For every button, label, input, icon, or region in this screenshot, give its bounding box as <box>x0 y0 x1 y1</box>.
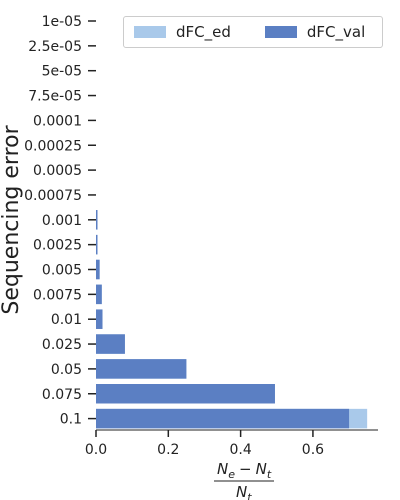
y-tick-label: 0.001 <box>42 213 82 229</box>
legend-swatch-dfc-ed <box>134 26 166 38</box>
y-tick-label: 0.0025 <box>33 238 82 254</box>
y-tick-label: 0.05 <box>51 362 82 378</box>
y-axis-label: Sequencing error <box>0 124 24 314</box>
x-tick-label: 0.6 <box>302 442 324 458</box>
y-tick-label: 0.005 <box>42 263 82 279</box>
bar-dfc-val-0.025 <box>96 334 125 354</box>
y-tick-label: 0.025 <box>42 337 82 353</box>
x-label-num-right-sub: t <box>267 468 272 481</box>
y-tick-label: 5e-05 <box>42 64 82 80</box>
legend-item-dfc-val: dFC_val <box>264 23 366 41</box>
bar-dfc-val-0.01 <box>96 309 103 329</box>
y-tick-label: 7.5e-05 <box>28 89 82 105</box>
svg-text:Ne−Nt: Ne − Nt <box>217 460 272 481</box>
bar-dfc-val-0.001 <box>96 210 98 230</box>
bar-dfc-val-0.075 <box>96 384 275 404</box>
y-tick-label: 0.00075 <box>24 188 82 204</box>
x-axis-label: Ne − Nt Nt <box>214 460 274 500</box>
x-label-den: N <box>236 483 247 500</box>
x-label-den-sub: t <box>247 491 252 500</box>
x-tick-label: 0.0 <box>85 442 107 458</box>
legend-label-dfc-ed: dFC_ed <box>176 23 231 41</box>
x-tick-label: 0.2 <box>157 442 179 458</box>
legend-label-dfc-val: dFC_val <box>306 23 366 41</box>
bars-group <box>96 210 368 429</box>
y-tick-label: 0.1 <box>60 412 82 428</box>
x-label-num-right: N <box>256 460 267 478</box>
bar-dfc-val-0.1 <box>96 408 350 429</box>
y-tick-label: 0.01 <box>51 312 82 328</box>
x-label-num-left: N <box>217 460 228 478</box>
legend: dFC_ed dFC_val <box>123 16 383 48</box>
x-label-minus: − <box>239 460 252 478</box>
bar-dfc-val-0.05 <box>96 359 187 379</box>
y-tick-label: 2.5e-05 <box>28 39 82 55</box>
bar-dfc-val-0.0075 <box>96 284 102 305</box>
y-tick-label: 1e-05 <box>42 14 82 30</box>
y-tick-label: 0.0075 <box>33 287 82 303</box>
y-axis: 1e-05 2.5e-05 5e-05 7.5e-05 0.0001 0.00025 0.0… <box>24 14 96 428</box>
y-tick-label: 0.0005 <box>33 163 82 179</box>
x-label-num-left-sub: e <box>228 468 235 481</box>
bar-dfc-val-0.0025 <box>96 234 98 255</box>
legend-item-dfc-ed: dFC_ed <box>134 23 231 41</box>
y-tick-label: 0.075 <box>42 387 82 403</box>
x-tick-label: 0.4 <box>229 442 251 458</box>
y-tick-label: 0.0001 <box>33 113 82 129</box>
legend-swatch-dfc-val <box>264 26 297 38</box>
bar-dfc-val-0.005 <box>96 259 100 280</box>
y-tick-label: 0.00025 <box>24 138 82 154</box>
svg-text:Nt: Nt <box>236 483 252 500</box>
x-axis: 0.0 0.2 0.4 0.6 <box>85 430 324 458</box>
